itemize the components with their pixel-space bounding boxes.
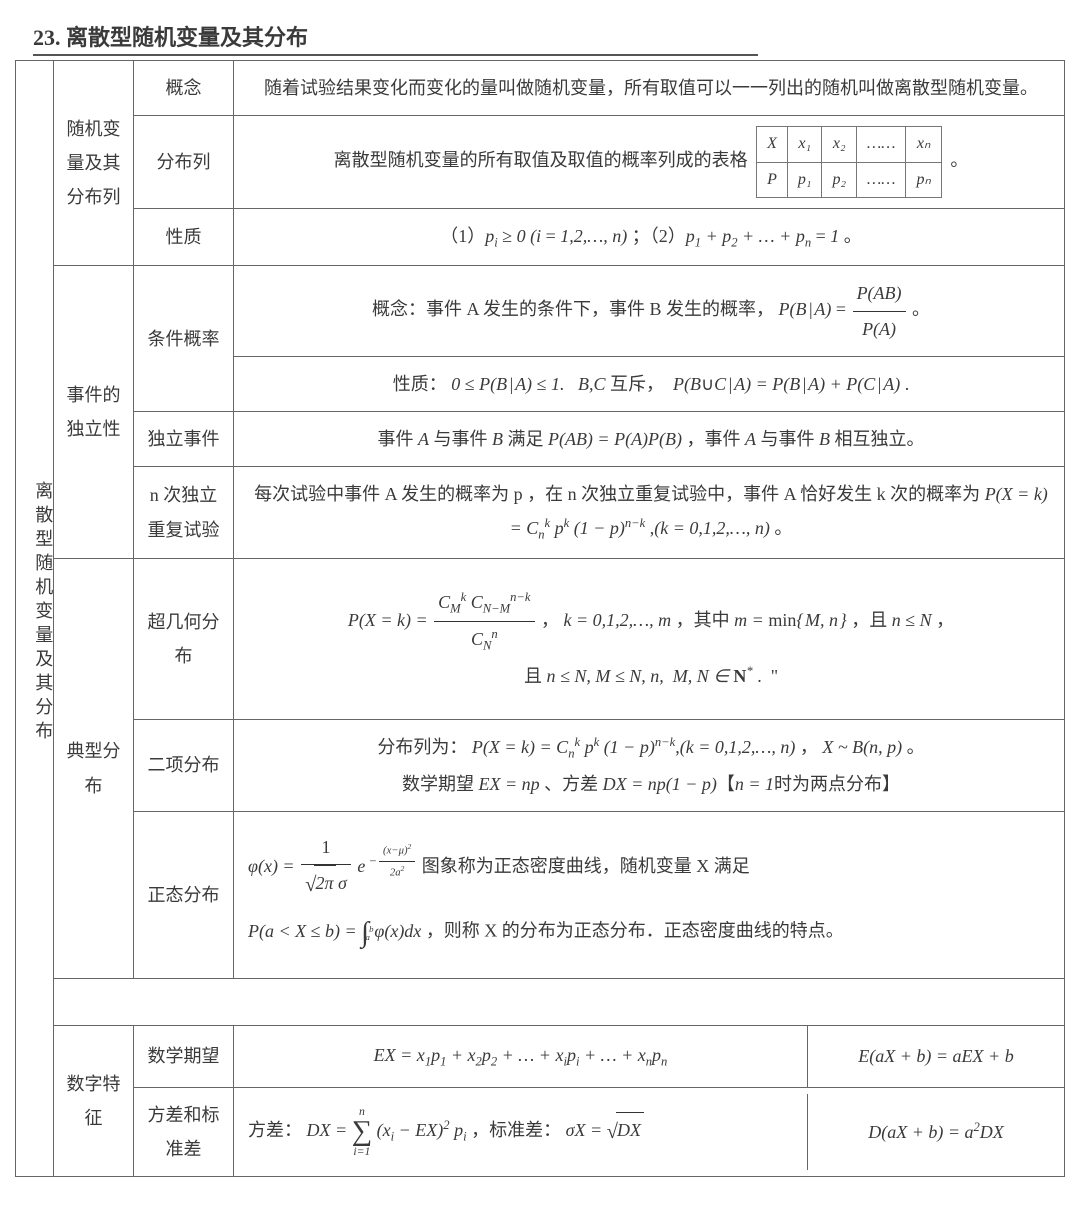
secA-r1-h: 概念 <box>134 61 234 116</box>
secB-r2-t: 事件 A 与事件 B 满足 P(AB) = P(A)P(B) ，事件 A 与事件… <box>234 412 1065 467</box>
secA-head: 随机变量及其分布列 <box>54 61 134 266</box>
secA-r1-t: 随着试验结果变化而变化的量叫做随机变量，所有取值可以一一列出的随机叫做离散型随机… <box>234 61 1065 116</box>
secA-r2-t: 离散型随机变量的所有取值及取值的概率列成的表格 Xx₁x₂……xₙ Pp₁p₂…… <box>234 116 1065 209</box>
root-cell: 离散型随机变量及其分布 <box>16 61 54 1177</box>
secC-r3-t: φ(x) = 1 √2π σ e −(x−μ)22a2 图象称为正态密度曲线，随… <box>234 811 1065 978</box>
secD-r2-h: 方差和标准差 <box>134 1087 234 1176</box>
secB-r1b-t: 性质： 0 ≤ P(B | A) ≤ 1. B,C 互斥， P(B∪C | A)… <box>234 356 1065 411</box>
secA-r3-h: 性质 <box>134 208 234 266</box>
secD-head: 数字特征 <box>54 1026 134 1177</box>
secC-r1-t: P(X = k) = CMk CN−Mn−k CNn ， k = 0,1,2,…… <box>234 558 1065 719</box>
secB-r1-h: 条件概率 <box>134 266 234 412</box>
page-title: 23. 离散型随机变量及其分布 <box>33 20 758 56</box>
secB-r1-t: 概念：事件 A 发生的条件下，事件 B 发生的概率， P(B | A) = P(… <box>234 266 1065 356</box>
secC-head: 典型分布 <box>54 558 134 978</box>
secB-head: 事件的独立性 <box>54 266 134 558</box>
secC-r2-t: 分布列为： P(X = k) = Cnk pk (1 − p)n−k,(k = … <box>234 720 1065 812</box>
secB-r2-h: 独立事件 <box>134 412 234 467</box>
secB-r3-h: n 次独立重复试验 <box>134 467 234 559</box>
dist-list-table: Xx₁x₂……xₙ Pp₁p₂……pₙ <box>756 126 942 198</box>
secC-r1-h: 超几何分布 <box>134 558 234 719</box>
main-table: 离散型随机变量及其分布 随机变量及其分布列 概念 随着试验结果变化而变化的量叫做… <box>15 60 1065 1177</box>
spacer <box>54 979 1065 1026</box>
secD-r2-t: 方差： DX = n∑i=1 (xi − EX)2 pi ，标准差： σX = … <box>234 1087 1065 1176</box>
secD-r1-t: EX = x1p1 + x2p2 + … + xipi + … + xnpn E… <box>234 1026 1065 1088</box>
secC-r2-h: 二项分布 <box>134 720 234 812</box>
secB-r3-t: 每次试验中事件 A 发生的概率为 p ，在 n 次独立重复试验中，事件 A 恰好… <box>234 467 1065 559</box>
secD-r1-h: 数学期望 <box>134 1026 234 1088</box>
secA-r2-h: 分布列 <box>134 116 234 209</box>
secA-r3-t: （1）pi ≥ 0 (i = 1,2,…, n) ；（2）p1 + p2 + …… <box>234 208 1065 266</box>
secC-r3-h: 正态分布 <box>134 811 234 978</box>
